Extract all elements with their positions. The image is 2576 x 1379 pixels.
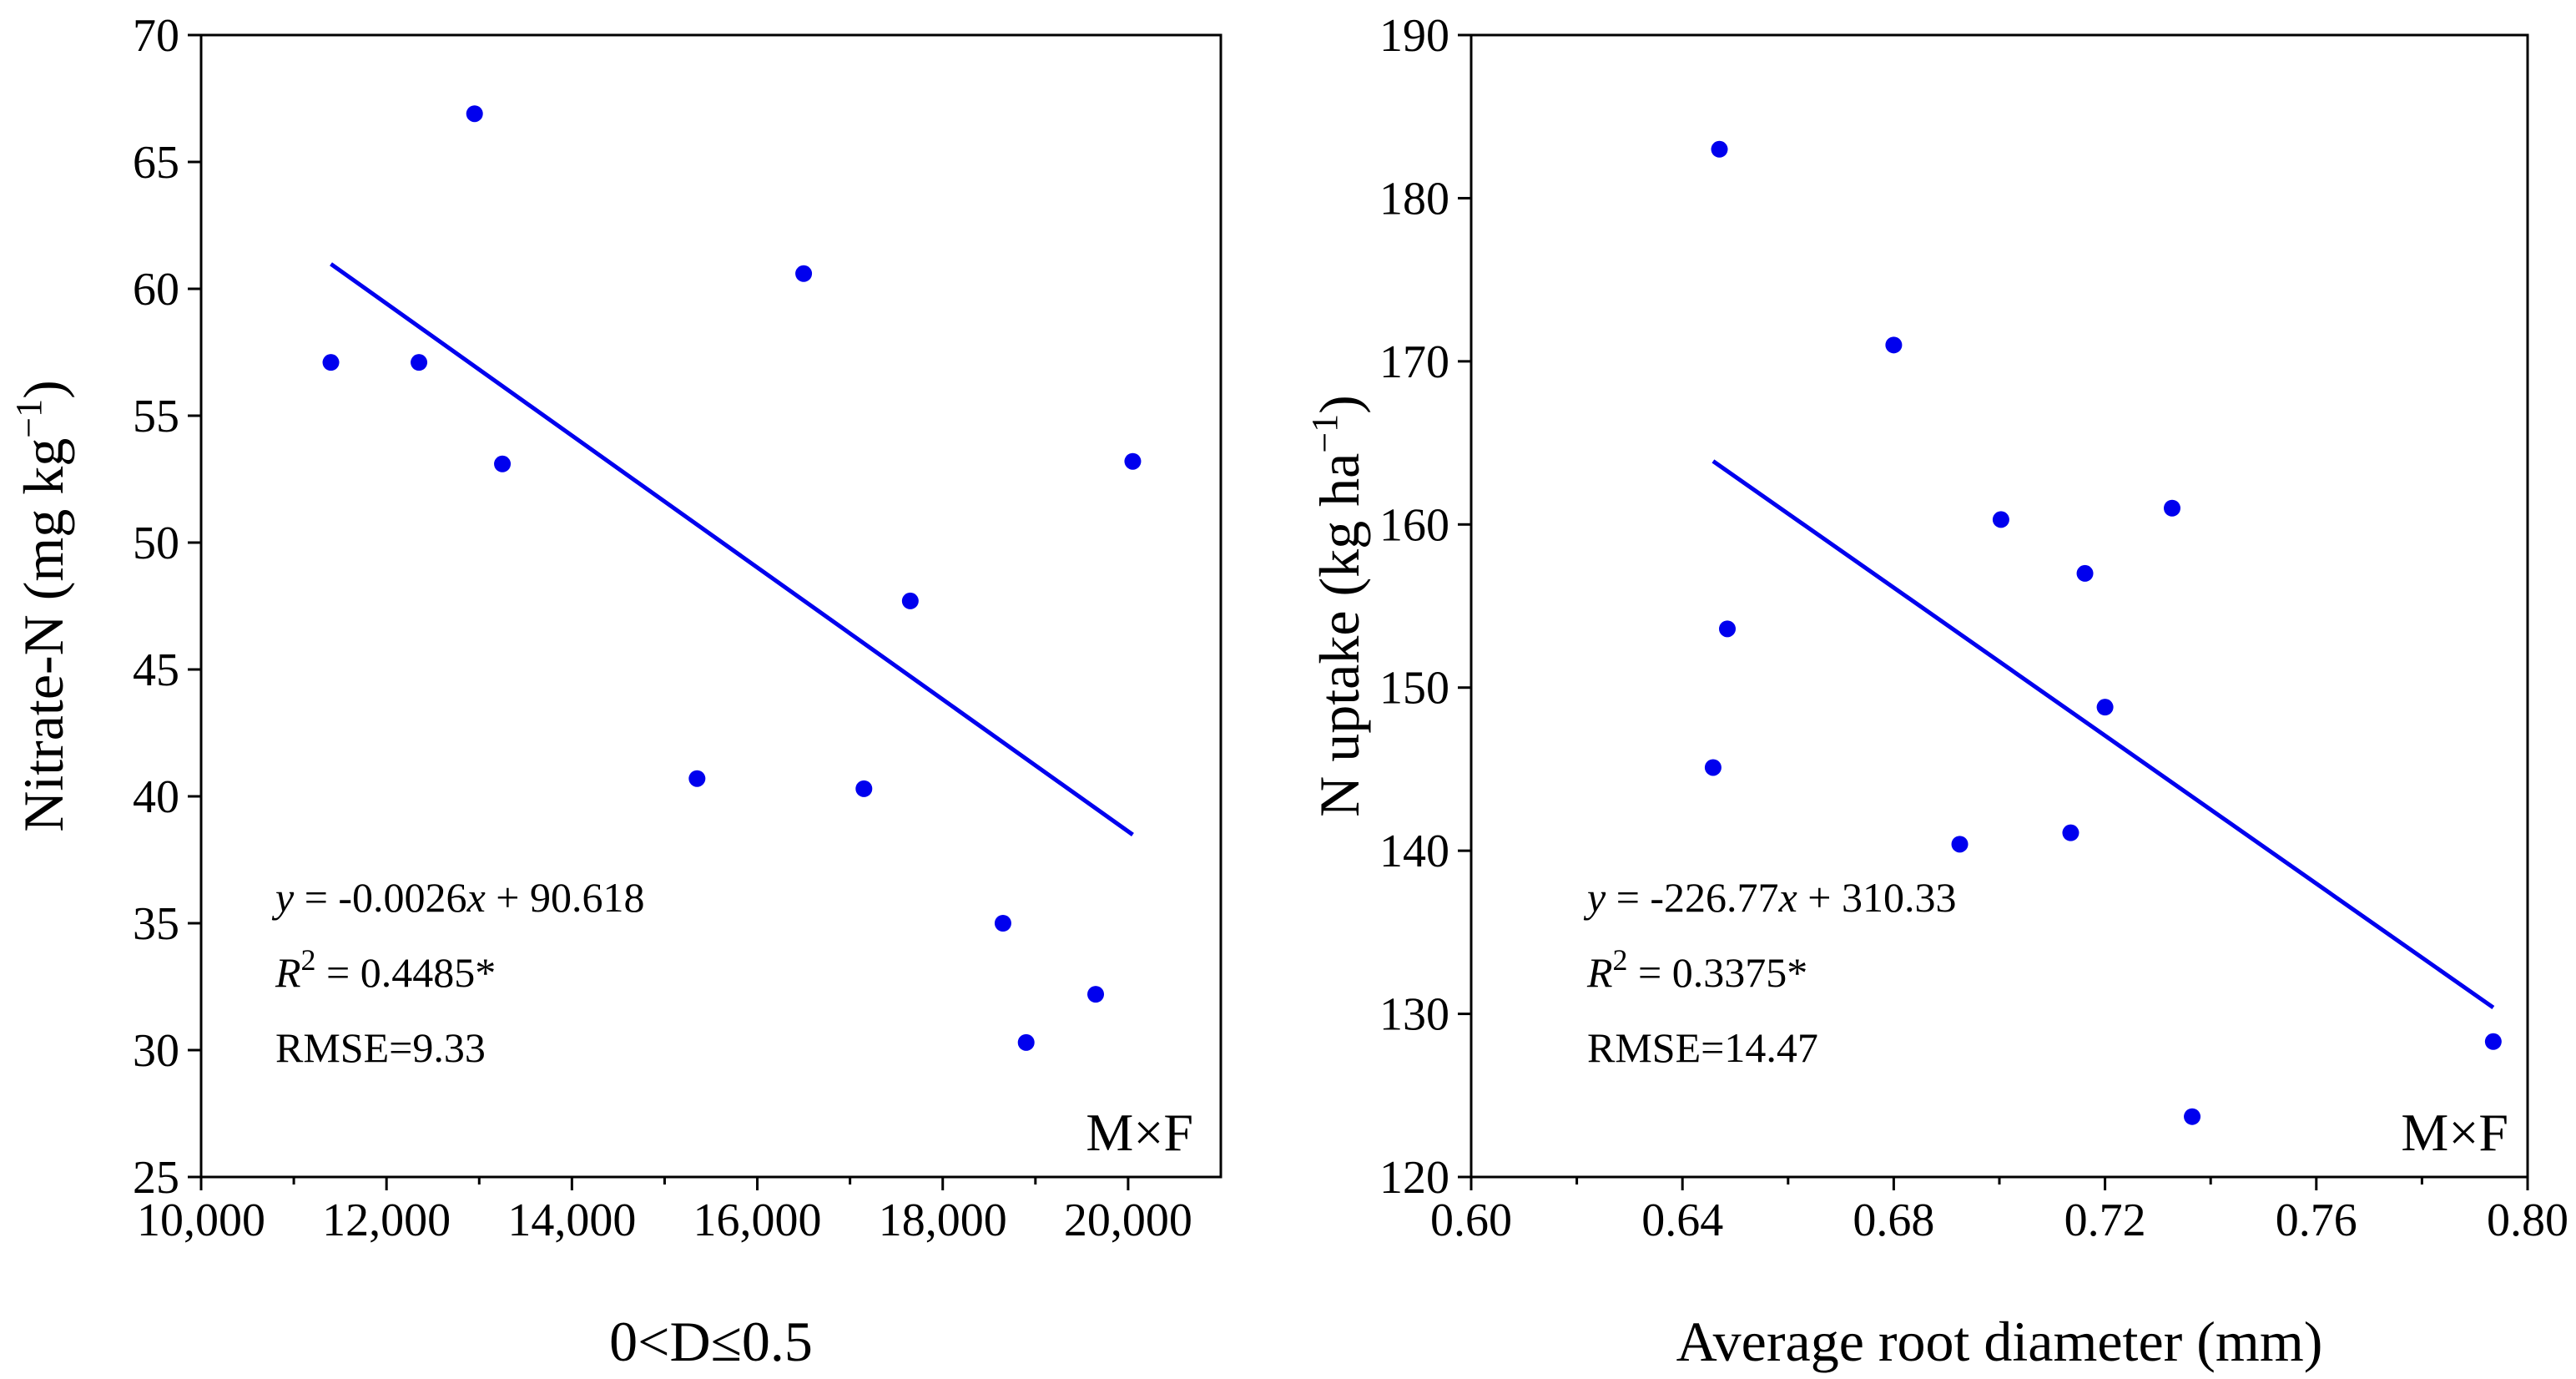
left-y-tick-label: 50 bbox=[133, 518, 179, 569]
left-regression-line bbox=[330, 262, 1134, 837]
right-equation-x: x bbox=[1778, 874, 1797, 921]
right-data-point bbox=[2076, 564, 2094, 582]
left-y-tick-label: 55 bbox=[133, 391, 179, 442]
right-r-squared-value: = 0.3375* bbox=[1628, 949, 1808, 996]
left-data-point bbox=[411, 354, 428, 371]
left-x-tick-label: 12,000 bbox=[322, 1195, 451, 1246]
right-equation-slope: = -226.77 bbox=[1606, 874, 1778, 921]
right-rmse: RMSE=14.47 bbox=[1587, 1024, 1818, 1071]
left-y-axis-label-main: Nitrate-N (mg kg bbox=[12, 438, 75, 832]
left-y-axis-label: Nitrate-N (mg kg−1) bbox=[8, 380, 75, 832]
right-y-tick-label: 190 bbox=[1379, 10, 1449, 62]
right-y-tick-label: 140 bbox=[1379, 826, 1449, 877]
right-x-tick-label: 0.64 bbox=[1641, 1195, 1723, 1246]
right-treatment-tag: M×F bbox=[2401, 1103, 2508, 1162]
right-data-point bbox=[1704, 759, 1722, 776]
left-equation-intercept: + 90.618 bbox=[486, 874, 645, 921]
left-data-point bbox=[994, 915, 1011, 932]
left-x-tick-label: 20,000 bbox=[1064, 1195, 1192, 1246]
right-y-tick-label: 130 bbox=[1379, 989, 1449, 1041]
right-data-point bbox=[2096, 699, 2114, 716]
right-data-point bbox=[1711, 140, 1728, 158]
right-data-point bbox=[2184, 1108, 2201, 1125]
left-equation-slope: = -0.0026 bbox=[294, 874, 466, 921]
right-y-tick-label: 170 bbox=[1379, 336, 1449, 388]
right-regression-line bbox=[1711, 459, 2495, 1010]
right-r-squared: R2 = 0.3375* bbox=[1586, 943, 1807, 996]
left-data-point bbox=[688, 770, 706, 787]
left-x-tick-label: 16,000 bbox=[693, 1195, 822, 1246]
left-y-tick-label: 30 bbox=[133, 1025, 179, 1077]
left-panel: 10,000 12,000 14,000 16,000 18,000 20,000 25 30… bbox=[8, 10, 1222, 1373]
left-r-squared: R2 = 0.4485* bbox=[275, 943, 496, 996]
right-data-point bbox=[2062, 824, 2079, 841]
left-equation-y: y bbox=[271, 874, 295, 921]
left-x-tick-label: 10,000 bbox=[137, 1195, 265, 1246]
right-y-axis-label-main: N uptake (kg ha bbox=[1308, 453, 1371, 817]
right-x-tick-label: 0.60 bbox=[1430, 1195, 1512, 1246]
left-y-axis-label-sup: −1 bbox=[8, 399, 49, 438]
right-y-tick-label: 150 bbox=[1379, 663, 1449, 715]
left-equation: y = -0.0026x + 90.618 bbox=[271, 874, 644, 921]
right-r-squared-sup: 2 bbox=[1613, 943, 1628, 977]
left-treatment-tag: M×F bbox=[1086, 1103, 1193, 1162]
right-data-point bbox=[2163, 499, 2180, 517]
left-y-tick-label: 35 bbox=[133, 898, 179, 950]
right-x-tick-label: 0.68 bbox=[1853, 1195, 1934, 1246]
right-x-tick-label: 0.76 bbox=[2276, 1195, 2357, 1246]
left-x-tick-label: 18,000 bbox=[879, 1195, 1007, 1246]
left-y-axis-label-close: ) bbox=[12, 380, 75, 399]
right-data-point bbox=[1992, 511, 2009, 528]
right-y-axis-label-close: ) bbox=[1308, 395, 1371, 414]
left-y-tick-label: 65 bbox=[133, 137, 179, 189]
left-x-tick-label: 14,000 bbox=[507, 1195, 636, 1246]
left-x-axis-label: 0<D≤0.5 bbox=[609, 1310, 813, 1373]
left-equation-x: x bbox=[466, 874, 486, 921]
left-data-point bbox=[466, 105, 483, 123]
right-data-point bbox=[2484, 1033, 2502, 1050]
right-plot-frame bbox=[1469, 33, 2529, 1179]
left-data-point bbox=[855, 780, 873, 797]
left-y-tick-label: 45 bbox=[133, 644, 179, 696]
left-data-point bbox=[494, 455, 512, 472]
left-data-point bbox=[795, 265, 813, 282]
right-y-axis-label: N uptake (kg ha−1) bbox=[1304, 395, 1371, 817]
right-r-squared-r: R bbox=[1586, 949, 1613, 996]
left-r-squared-sup: 2 bbox=[301, 943, 316, 977]
left-plot-frame bbox=[199, 33, 1222, 1179]
left-y-tick-label: 25 bbox=[133, 1152, 179, 1204]
right-x-axis-label: Average root diameter (mm) bbox=[1676, 1310, 2323, 1373]
left-data-point bbox=[1087, 986, 1105, 1003]
right-y-tick-label: 120 bbox=[1379, 1152, 1449, 1204]
right-equation: y = -226.77x + 310.33 bbox=[1583, 874, 1956, 921]
right-equation-intercept: + 310.33 bbox=[1797, 874, 1957, 921]
left-data-point bbox=[1017, 1033, 1035, 1051]
right-data-point bbox=[1951, 836, 1969, 853]
left-r-squared-r: R bbox=[275, 949, 301, 996]
left-data-point bbox=[901, 592, 919, 609]
right-equation-y: y bbox=[1583, 874, 1606, 921]
left-y-tick-label: 60 bbox=[133, 264, 179, 316]
left-y-tick-label: 40 bbox=[133, 771, 179, 823]
right-y-tick-label: 180 bbox=[1379, 173, 1449, 225]
right-y-tick-label: 160 bbox=[1379, 499, 1449, 551]
right-y-axis-label-sup: −1 bbox=[1304, 414, 1345, 453]
right-x-tick-label: 0.80 bbox=[2487, 1195, 2568, 1246]
right-panel: 0.60 0.64 0.68 0.72 0.76 0.80 120 130 140 150 160 1… bbox=[1304, 10, 2568, 1373]
right-data-point bbox=[1885, 336, 1903, 354]
left-data-point bbox=[1124, 452, 1142, 470]
left-rmse: RMSE=9.33 bbox=[275, 1024, 486, 1071]
left-r-squared-value: = 0.4485* bbox=[316, 949, 497, 996]
right-x-tick-label: 0.72 bbox=[2064, 1195, 2146, 1246]
left-y-tick-label: 70 bbox=[133, 10, 179, 62]
right-data-point bbox=[1719, 620, 1737, 638]
left-data-point bbox=[322, 354, 340, 371]
